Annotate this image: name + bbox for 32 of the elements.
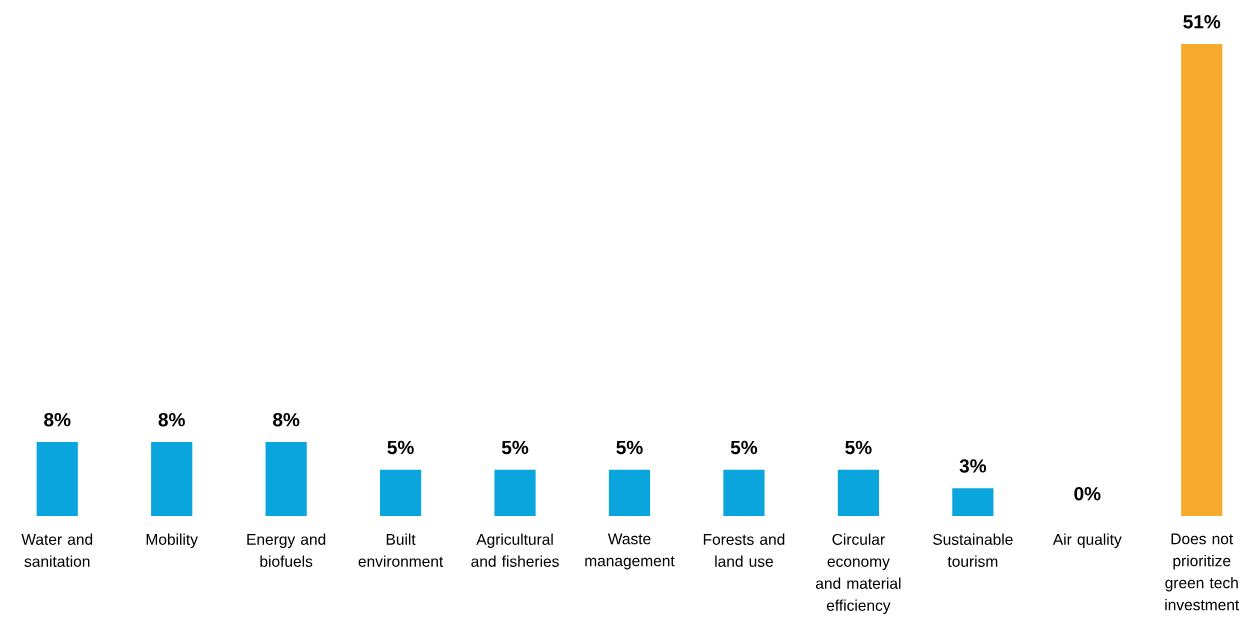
bar <box>36 441 78 516</box>
x-tick-label: Built environment <box>358 533 444 567</box>
data-label: 5% <box>387 440 414 455</box>
x-tick-label: Mobility <box>146 533 198 548</box>
bar <box>608 469 651 516</box>
x-tick-label: Circular economy and material efficiency <box>815 533 901 614</box>
bar <box>952 488 994 516</box>
data-label: 51% <box>1183 15 1221 29</box>
x-tick-label: Air quality <box>1052 533 1122 548</box>
x-tick-label: Forests and land use <box>703 533 785 567</box>
data-label: 8% <box>273 412 300 427</box>
data-label: 3% <box>959 459 987 473</box>
x-tick-label: Waste management <box>585 533 675 570</box>
x-tick-label: Water and sanitation <box>21 533 93 567</box>
data-label: 5% <box>501 440 529 455</box>
data-label: 5% <box>730 440 758 455</box>
bar <box>265 441 307 516</box>
data-label: 8% <box>158 412 185 427</box>
bar <box>151 441 193 516</box>
data-label: 0% <box>1074 487 1101 501</box>
bar <box>723 469 765 516</box>
x-tick-label: Does not prioritize green tech investment <box>1165 533 1240 611</box>
bar <box>379 469 422 516</box>
x-tick-label: Agricultural and fisheries <box>471 533 559 567</box>
x-tick-label: Sustainable tourism <box>933 533 1013 567</box>
data-label: 5% <box>616 440 643 455</box>
data-label: 5% <box>845 440 872 455</box>
bar <box>494 469 536 516</box>
bar <box>1181 44 1223 516</box>
x-tick-label: Energy and biofuels <box>247 533 326 567</box>
bar <box>837 469 879 516</box>
data-label: 8% <box>44 412 71 427</box>
